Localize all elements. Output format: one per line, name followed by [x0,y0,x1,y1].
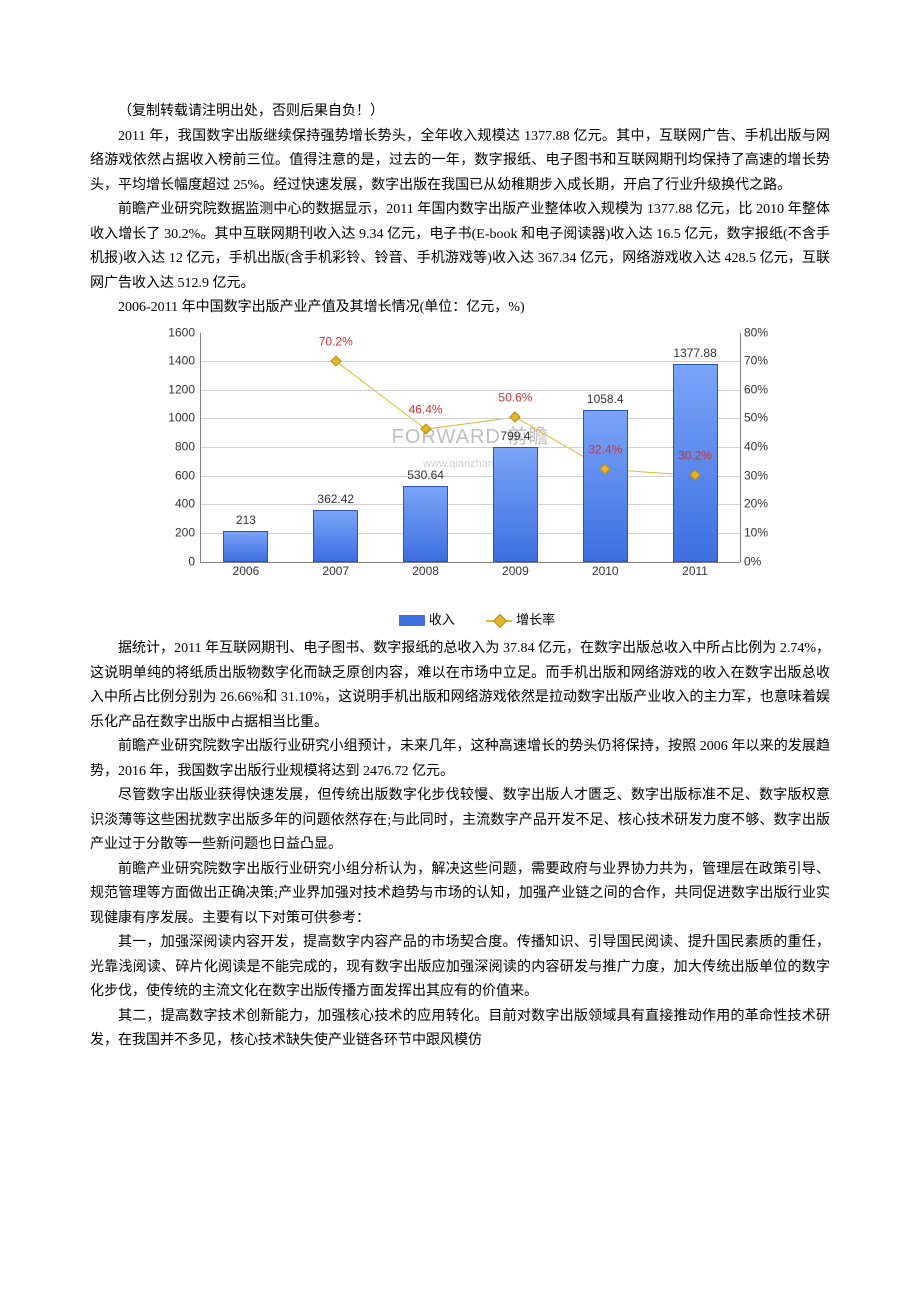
bar [223,531,268,561]
y-left-tick: 1000 [159,408,195,429]
y-left-tick: 600 [159,465,195,486]
y-left-tick: 800 [159,437,195,458]
x-tick: 2008 [412,561,439,582]
line-value-label: 50.6% [498,387,532,408]
y-left-tick: 400 [159,494,195,515]
chart-caption: 2006-2011 年中国数字出版产业产值及其增长情况(单位：亿元，%) [90,296,830,321]
line-value-label: 46.4% [409,399,443,420]
chart-right-axis-line [740,333,741,562]
chart-plot-area: FORWARD 前瞻 www.qianzhan.com 020040060080… [200,333,740,563]
y-left-tick: 1200 [159,379,195,400]
y-left-tick: 1600 [159,322,195,343]
grid-line [201,447,740,448]
grid-line [201,418,740,419]
y-right-tick: 60% [744,379,784,400]
y-right-tick: 50% [744,408,784,429]
grid-line [201,533,740,534]
notice-text: （复制转载请注明出处，否则后果自负！） [90,100,830,125]
legend-label-line: 增长率 [516,612,555,627]
line-marker [420,423,431,434]
bar [403,486,448,562]
legend-swatch-bar [399,615,425,626]
y-right-tick: 70% [744,351,784,372]
y-right-tick: 10% [744,522,784,543]
body-paragraph: 2011 年，我国数字出版继续保持强势增长势头，全年收入规模达 1377.88 … [90,125,830,199]
line-value-label: 32.4% [588,439,622,460]
x-tick: 2010 [592,561,619,582]
bar-value-label: 1058.4 [587,389,624,410]
y-right-tick: 40% [744,437,784,458]
chart-legend: 收入 增长率 [150,607,790,632]
body-paragraph: 前瞻产业研究院数据监测中心的数据显示，2011 年国内数字出版产业整体收入规模为… [90,198,830,296]
bar-value-label: 213 [236,510,256,531]
grid-line [201,504,740,505]
bar [313,510,358,562]
body-paragraph: 尽管数字出版业获得快速发展，但传统出版数字化步伐较慢、数字出版人才匮乏、数字出版… [90,784,830,858]
body-paragraph: 前瞻产业研究院数字出版行业研究小组分析认为，解决这些问题，需要政府与业界协力共为… [90,858,830,932]
x-tick: 2006 [233,561,260,582]
x-tick: 2009 [502,561,529,582]
y-right-tick: 20% [744,494,784,515]
bar-value-label: 1377.88 [673,343,716,364]
body-paragraph: 其二，提高数字技术创新能力，加强核心技术的应用转化。目前对数字出版领域具有直接推… [90,1005,830,1054]
body-paragraph: 据统计，2011 年互联网期刊、电子图书、数字报纸的总收入为 37.84 亿元，… [90,637,830,735]
line-value-label: 70.2% [319,331,353,352]
y-right-tick: 0% [744,551,784,572]
x-tick: 2011 [682,561,708,582]
grid-line [201,361,740,362]
y-left-tick: 0 [159,551,195,572]
bar [583,410,628,561]
grid-line [201,476,740,477]
line-marker [510,411,521,422]
bar-value-label: 362.42 [317,489,354,510]
line-marker [330,355,341,366]
legend-swatch-line [486,617,512,625]
body-paragraph: 其一，加强深阅读内容开发，提高数字内容产品的市场契合度。传播知识、引导国民阅读、… [90,931,830,1005]
combo-chart: FORWARD 前瞻 www.qianzhan.com 020040060080… [150,327,790,607]
grid-line [201,390,740,391]
bar [493,447,538,561]
y-right-tick: 30% [744,465,784,486]
body-paragraph: 前瞻产业研究院数字出版行业研究小组预计，未来几年，这种高速增长的势头仍将保持，按… [90,735,830,784]
y-left-tick: 200 [159,522,195,543]
legend-label-bar: 收入 [429,612,455,627]
chart-container: FORWARD 前瞻 www.qianzhan.com 020040060080… [150,327,790,632]
bar-value-label: 530.64 [407,465,444,486]
y-right-tick: 80% [744,322,784,343]
line-value-label: 30.2% [678,446,712,467]
bar-value-label: 799.4 [500,426,530,447]
y-left-tick: 1400 [159,351,195,372]
x-tick: 2007 [322,561,349,582]
